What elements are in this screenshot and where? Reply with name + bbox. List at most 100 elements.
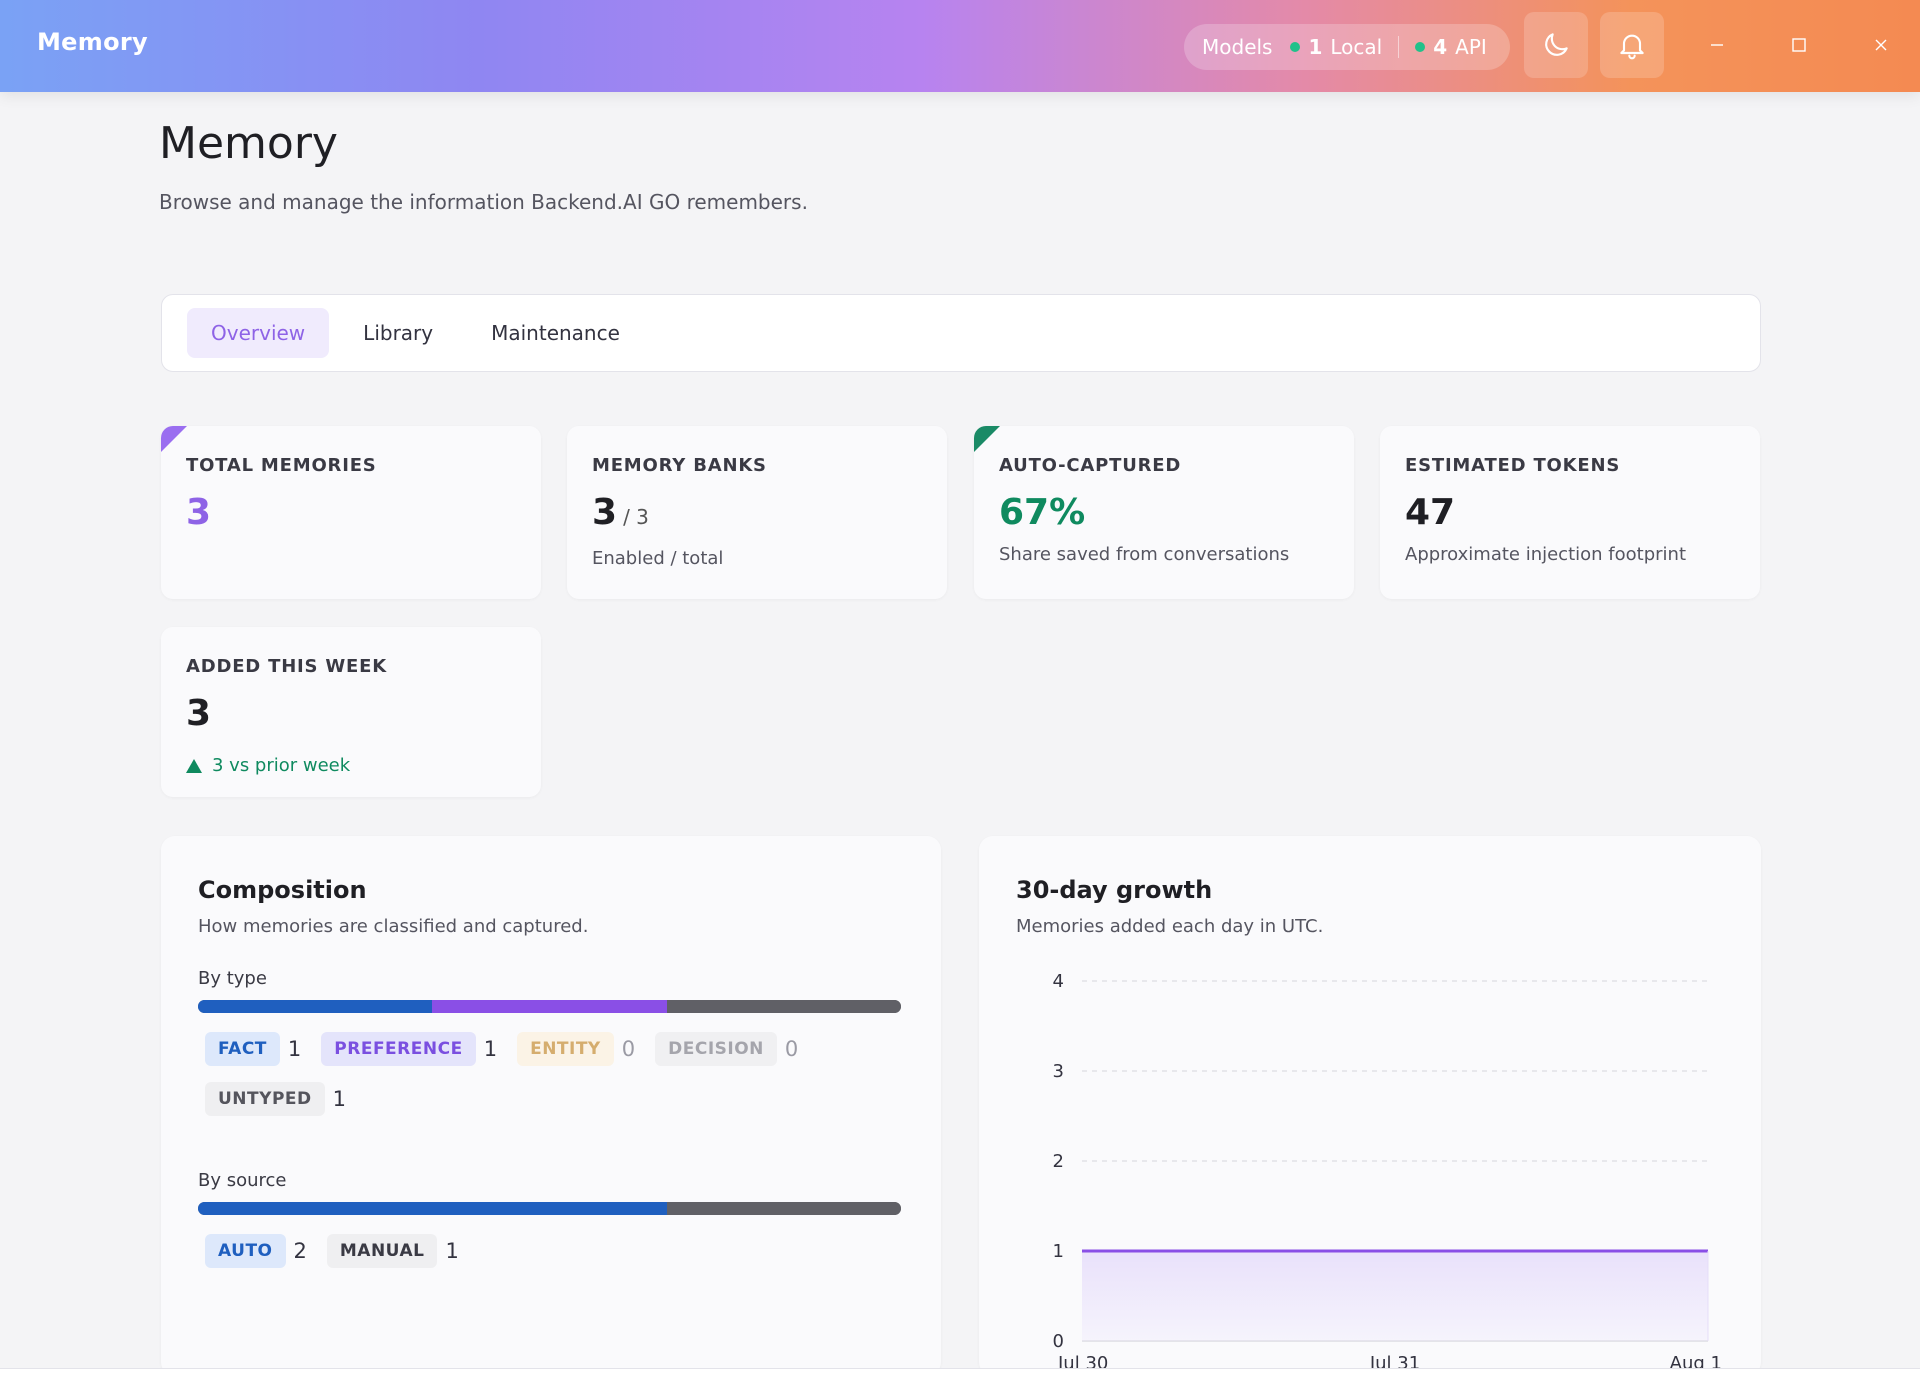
chip-count: 1 <box>287 1037 302 1061</box>
stat-subtext: Approximate injection footprint <box>1405 544 1686 565</box>
source-distribution-bar <box>198 1202 901 1215</box>
tab-bar: Overview Library Maintenance <box>161 294 1761 372</box>
chip-decision[interactable]: DECISION 0 <box>655 1032 798 1066</box>
api-status-dot <box>1415 42 1426 52</box>
stat-label: ESTIMATED TOKENS <box>1405 455 1621 476</box>
stat-value: 67% <box>999 492 1086 533</box>
chip-preference[interactable]: PREFERENCE 1 <box>321 1032 497 1066</box>
notifications-button[interactable] <box>1600 12 1664 78</box>
local-status-dot <box>1290 42 1301 52</box>
accent-corner <box>161 426 187 452</box>
chip-count: 1 <box>332 1087 346 1111</box>
stat-value-total: / 3 <box>623 505 649 529</box>
chip-untyped[interactable]: UNTYPED 1 <box>205 1082 346 1116</box>
bar-segment-fact <box>198 1000 433 1013</box>
bell-icon <box>1620 34 1644 60</box>
page-subtitle: Browse and manage the information Backen… <box>159 190 808 214</box>
source-chips: AUTO 2 MANUAL 1 <box>205 1234 885 1268</box>
app-title: Memory <box>37 28 148 56</box>
tab-library[interactable]: Library <box>363 321 434 345</box>
growth-title: 30-day growth <box>1016 876 1213 904</box>
chip-label: MANUAL <box>326 1234 438 1268</box>
y-tick-label: 4 <box>1053 971 1064 992</box>
maximize-icon <box>1792 38 1806 52</box>
stat-value: 3 <box>186 693 212 734</box>
chip-label: AUTO <box>205 1234 286 1268</box>
bar-segment-manual <box>666 1202 901 1215</box>
bottom-edge <box>0 1368 1920 1374</box>
stat-subtext: Share saved from conversations <box>999 544 1290 565</box>
bar-segment-untyped <box>666 1000 901 1013</box>
chip-label: DECISION <box>655 1032 777 1066</box>
composition-subtitle: How memories are classified and captured… <box>198 916 589 937</box>
stat-value: 3 <box>186 492 212 533</box>
growth-subtitle: Memories added each day in UTC. <box>1016 916 1324 937</box>
stat-card-estimated-tokens: ESTIMATED TOKENS 47 Approximate injectio… <box>1380 426 1760 599</box>
title-bar: Memory Models 1 Local 4 API <box>0 0 1920 92</box>
chip-auto[interactable]: AUTO 2 <box>205 1234 307 1268</box>
chip-count: 0 <box>784 1037 799 1061</box>
chip-label: PREFERENCE <box>321 1032 476 1066</box>
api-label: API <box>1455 35 1487 59</box>
stat-value: 3/ 3 <box>592 492 649 533</box>
chip-label: FACT <box>205 1032 280 1066</box>
stat-label: ADDED THIS WEEK <box>186 656 387 677</box>
composition-title: Composition <box>198 876 367 904</box>
chip-count: 1 <box>483 1037 498 1061</box>
y-tick-label: 1 <box>1053 1241 1064 1262</box>
close-icon <box>1875 39 1887 51</box>
chip-entity[interactable]: ENTITY 0 <box>517 1032 635 1066</box>
stat-card-added-this-week: ADDED THIS WEEK 3 3 vs prior week <box>161 627 541 797</box>
stat-card-auto-captured: AUTO-CAPTURED 67% Share saved from conve… <box>974 426 1354 599</box>
trend-indicator: 3 vs prior week <box>186 755 350 776</box>
moon-icon <box>1545 33 1568 56</box>
chip-count: 2 <box>293 1239 307 1263</box>
minimize-button[interactable] <box>1702 30 1732 60</box>
stat-label: TOTAL MEMORIES <box>186 455 377 476</box>
stat-card-memory-banks: MEMORY BANKS 3/ 3 Enabled / total <box>567 426 947 599</box>
local-count: 1 <box>1308 35 1323 59</box>
chip-count: 0 <box>621 1037 636 1061</box>
y-tick-label: 0 <box>1053 1331 1064 1352</box>
close-button[interactable] <box>1866 30 1896 60</box>
type-chips: FACT 1 PREFERENCE 1 ENTITY 0 DECISION 0 UNTYPED 1 <box>205 1032 885 1116</box>
growth-panel: 30-day growth Memories added each day in… <box>979 836 1761 1374</box>
minimize-icon <box>1711 44 1723 46</box>
stat-label: AUTO-CAPTURED <box>999 455 1182 476</box>
y-tick-label: 2 <box>1053 1151 1064 1172</box>
tab-maintenance[interactable]: Maintenance <box>491 321 620 345</box>
area-fill <box>1082 1251 1708 1341</box>
by-source-label: By source <box>198 1170 287 1191</box>
page-title: Memory <box>159 118 338 169</box>
models-label: Models <box>1202 35 1273 59</box>
chip-manual[interactable]: MANUAL 1 <box>326 1234 459 1268</box>
tab-overview[interactable]: Overview <box>187 308 330 358</box>
stat-value-enabled: 3 <box>592 492 618 533</box>
accent-corner <box>974 426 1000 452</box>
local-models-indicator: 1 Local <box>1290 35 1382 59</box>
chip-label: UNTYPED <box>205 1082 325 1116</box>
chip-count: 1 <box>445 1239 459 1263</box>
trend-up-icon <box>186 758 202 773</box>
api-models-indicator: 4 API <box>1415 35 1487 59</box>
by-type-label: By type <box>198 968 267 989</box>
theme-toggle-button[interactable] <box>1524 12 1588 78</box>
composition-panel: Composition How memories are classified … <box>161 836 941 1374</box>
api-count: 4 <box>1433 35 1448 59</box>
chip-label: ENTITY <box>517 1032 614 1066</box>
models-status-pill[interactable]: Models 1 Local 4 API <box>1184 24 1510 70</box>
trend-text: 3 vs prior week <box>212 755 351 776</box>
stat-card-total-memories: TOTAL MEMORIES 3 <box>161 426 541 599</box>
stat-subtext: Enabled / total <box>592 548 724 569</box>
bar-segment-auto <box>198 1202 667 1215</box>
stat-value: 47 <box>1405 492 1456 533</box>
type-distribution-bar <box>198 1000 901 1013</box>
pill-divider <box>1398 36 1400 58</box>
maximize-button[interactable] <box>1784 30 1814 60</box>
y-tick-label: 3 <box>1053 1061 1064 1082</box>
local-label: Local <box>1330 35 1383 59</box>
chip-fact[interactable]: FACT 1 <box>205 1032 301 1066</box>
stat-label: MEMORY BANKS <box>592 455 767 476</box>
bar-segment-preference <box>432 1000 667 1013</box>
